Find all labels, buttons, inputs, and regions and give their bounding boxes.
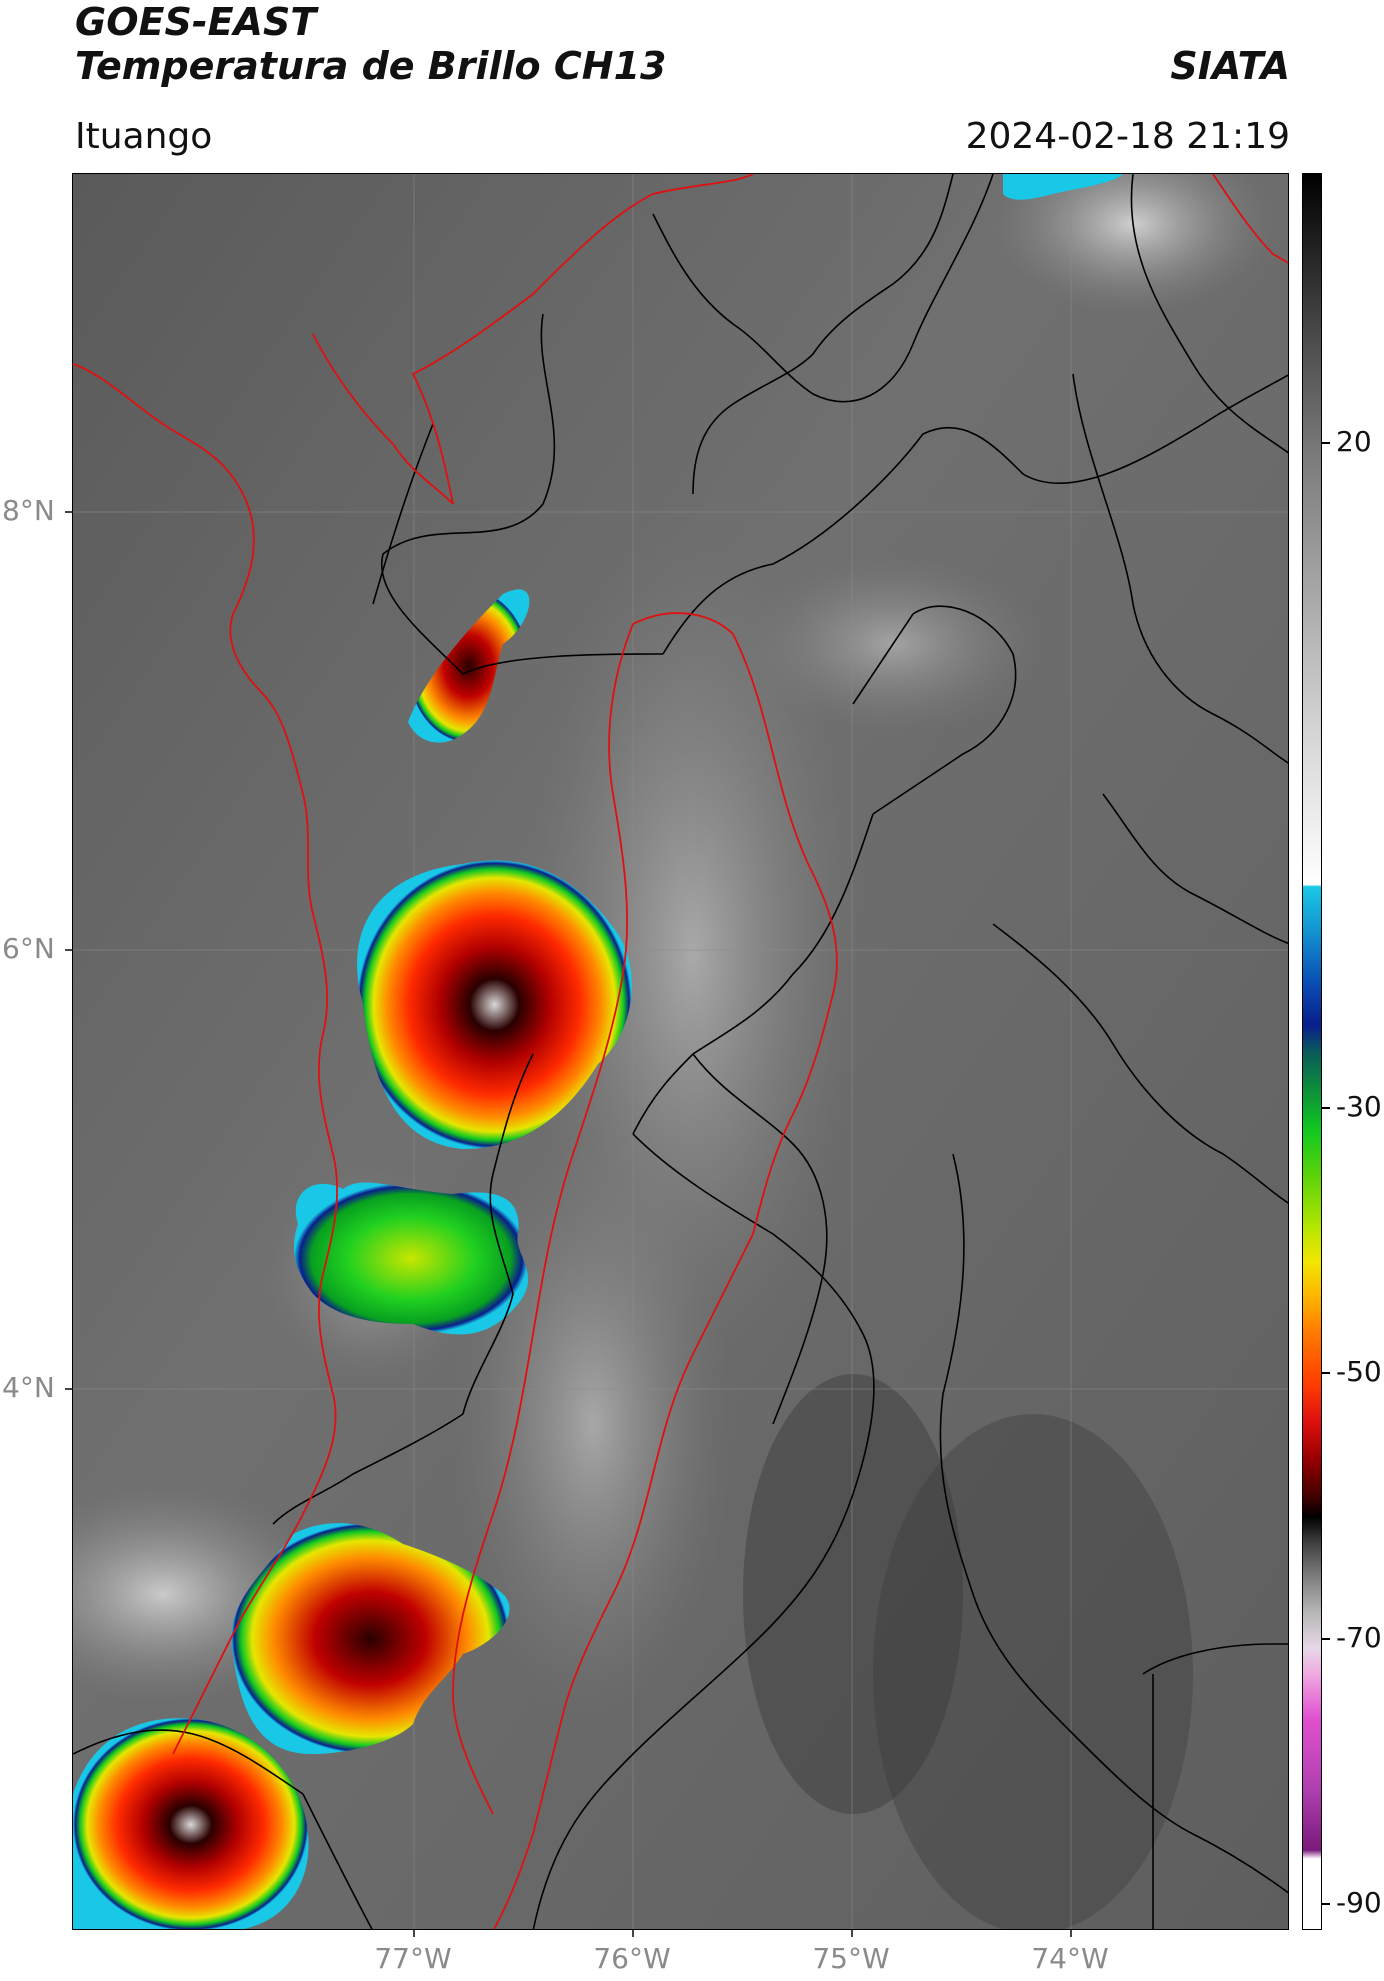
storm-cell-northeast — [1003, 174, 1123, 200]
colorbar-tick — [1322, 1372, 1330, 1374]
colorbar-tick — [1322, 1638, 1330, 1640]
colorbar-label-minus30: -30 — [1336, 1090, 1382, 1123]
lon-tick — [413, 1930, 415, 1937]
colorbar-label-minus50: -50 — [1336, 1355, 1382, 1388]
lat-label-6n: 6°N — [2, 932, 55, 965]
satellite-map — [72, 173, 1289, 1930]
lat-label-4n: 4°N — [2, 1371, 55, 1404]
storm-cell-southwest — [73, 1718, 309, 1929]
colorbar-label-minus90: -90 — [1336, 1886, 1382, 1919]
region-outline — [73, 174, 1288, 1929]
storm-cell-south — [231, 1523, 510, 1754]
lon-label-77w: 77°W — [374, 1942, 452, 1975]
lon-tick — [1070, 1930, 1072, 1937]
storm-cell-north — [408, 589, 530, 743]
lon-tick — [851, 1930, 853, 1937]
colorbar — [1302, 173, 1322, 1930]
storm-cell-central — [357, 860, 632, 1149]
department-borders — [73, 174, 1288, 1929]
storm-cell-middle — [293, 1182, 529, 1335]
brand-label: SIATA — [1170, 44, 1290, 88]
colorbar-tick — [1322, 442, 1330, 444]
lon-label-74w: 74°W — [1031, 1942, 1109, 1975]
lat-tick — [65, 949, 72, 951]
region-label: Ituango — [75, 116, 213, 157]
timestamp: 2024-02-18 21:19 — [965, 116, 1290, 157]
colorbar-tick — [1322, 1107, 1330, 1109]
lon-label-76w: 76°W — [593, 1942, 671, 1975]
title-line-1: GOES-EAST — [75, 0, 317, 44]
lat-tick — [65, 511, 72, 513]
lat-label-8n: 8°N — [2, 494, 55, 527]
lon-tick — [632, 1930, 634, 1937]
lon-label-75w: 75°W — [812, 1942, 890, 1975]
colorbar-label-20: 20 — [1336, 425, 1372, 458]
lat-tick — [65, 1388, 72, 1390]
colorbar-tick — [1322, 1903, 1330, 1905]
colorbar-label-minus70: -70 — [1336, 1621, 1382, 1654]
title-line-2: Temperatura de Brillo CH13 — [75, 44, 667, 88]
